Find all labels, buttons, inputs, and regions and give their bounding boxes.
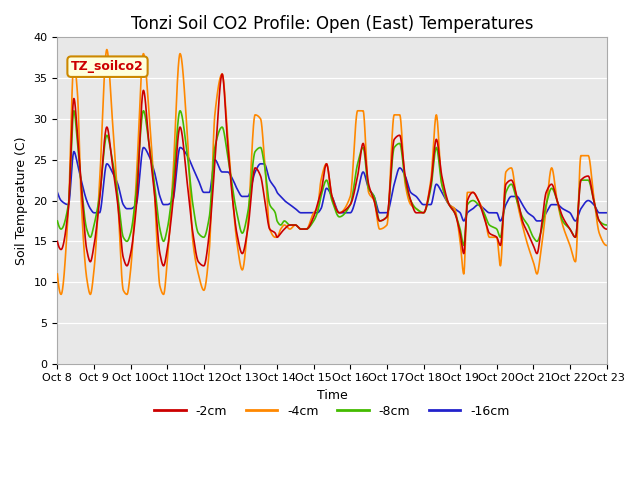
Legend: -2cm, -4cm, -8cm, -16cm: -2cm, -4cm, -8cm, -16cm — [149, 400, 515, 423]
Text: TZ_soilco2: TZ_soilco2 — [71, 60, 144, 73]
X-axis label: Time: Time — [317, 389, 348, 402]
Y-axis label: Soil Temperature (C): Soil Temperature (C) — [15, 136, 28, 265]
Title: Tonzi Soil CO2 Profile: Open (East) Temperatures: Tonzi Soil CO2 Profile: Open (East) Temp… — [131, 15, 533, 33]
